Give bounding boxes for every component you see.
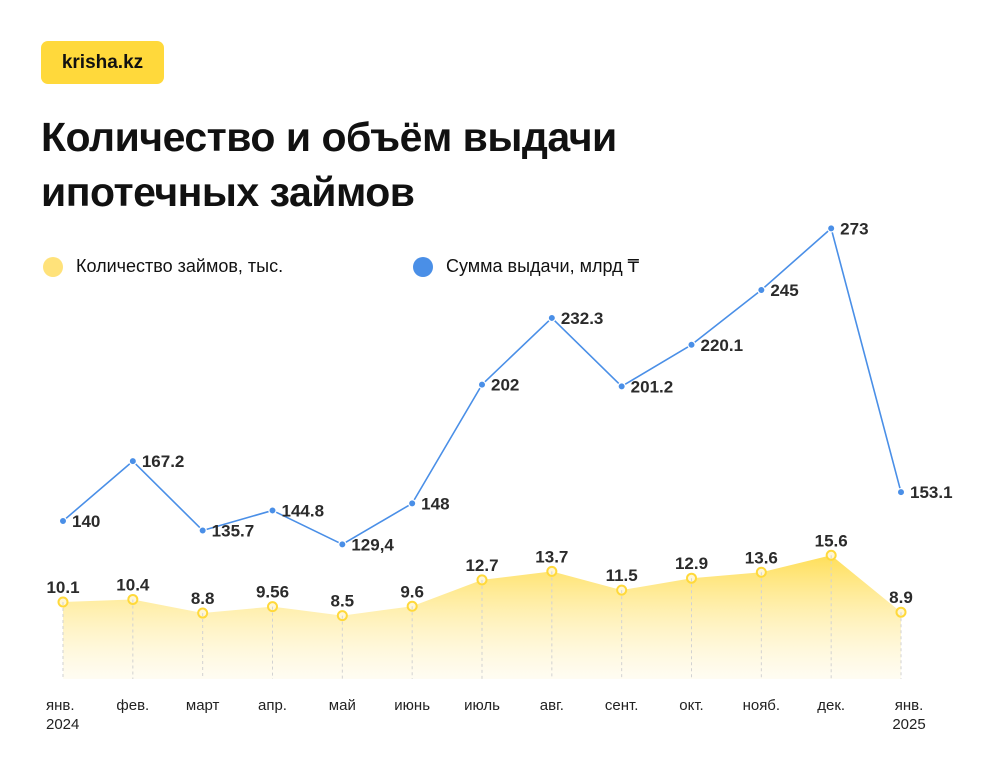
sum-value-label: 201.2 xyxy=(631,377,674,396)
sum-point xyxy=(617,382,626,391)
sum-point xyxy=(198,526,207,535)
count-value-label: 11.5 xyxy=(606,566,638,585)
brand-logo: krisha.kz xyxy=(41,41,164,84)
sum-point xyxy=(268,506,277,515)
x-tick-year-label: 2025 xyxy=(892,716,925,733)
x-tick-label: сент. xyxy=(605,697,639,714)
x-tick-label: дек. xyxy=(817,697,845,714)
brand-logo-text: krisha.kz xyxy=(61,51,144,73)
x-tick-label: май xyxy=(329,697,356,714)
sum-value-label: 167.2 xyxy=(142,452,185,471)
sum-point xyxy=(757,285,766,295)
legend-item-count: Количество займов, тыс. xyxy=(43,256,283,277)
count-value-label: 10.1 xyxy=(46,578,79,597)
count-value-label: 12.7 xyxy=(465,556,498,575)
sum-value-label: 144.8 xyxy=(282,501,325,520)
count-value-label: 15.6 xyxy=(815,531,848,550)
legend-swatch-yellow xyxy=(43,256,63,277)
sum-point xyxy=(407,499,417,508)
sum-value-label: 232.3 xyxy=(561,309,604,328)
x-tick-label: нояб. xyxy=(743,697,781,714)
sum-point xyxy=(687,340,696,349)
sum-point xyxy=(338,540,347,549)
sum-point xyxy=(896,487,906,497)
legend-label-sum: Сумма выдачи, млрд ₸ xyxy=(446,256,640,276)
drop-lines-layer xyxy=(62,555,902,679)
labels-layer: 140 167.2 135.7 144.8 129,4 148 202 232.3 201.2 2… xyxy=(46,219,952,610)
x-tick-label: янв. xyxy=(46,697,75,714)
count-value-label: 12.9 xyxy=(675,554,708,573)
count-value-label: 8.9 xyxy=(889,588,913,607)
legend-label-count: Количество займов, тыс. xyxy=(76,256,284,276)
count-value-label: 13.7 xyxy=(535,547,568,566)
sum-point xyxy=(128,456,138,466)
x-tick-label: авг. xyxy=(540,697,564,714)
count-value-label: 8.5 xyxy=(331,592,355,611)
legend-swatch-blue xyxy=(413,256,433,277)
x-tick-label: июль xyxy=(464,697,500,714)
sum-value-label: 220.1 xyxy=(701,336,744,355)
count-value-label: 9.6 xyxy=(400,582,424,601)
count-value-label: 8.8 xyxy=(191,589,215,608)
x-tick-label: окт. xyxy=(679,697,703,714)
sum-value-label: 153.1 xyxy=(910,483,953,502)
x-tick-label: апр. xyxy=(258,697,287,714)
sum-line-layer xyxy=(58,224,906,549)
sum-point xyxy=(477,380,487,389)
count-value-label: 13.6 xyxy=(745,548,778,567)
chart-title: Количество и объём выдачи ипотечных займ… xyxy=(41,114,617,215)
x-axis-ticks: янв. 2024 фев. март апр. май июнь июль авг. сент.… xyxy=(46,697,926,733)
sum-point xyxy=(826,224,836,233)
x-tick-label: март xyxy=(186,697,220,714)
x-tick-label: янв. xyxy=(895,697,924,714)
sum-value-label: 148 xyxy=(421,494,449,513)
x-tick-year-label: 2024 xyxy=(46,716,79,733)
count-value-label: 9.56 xyxy=(256,583,289,602)
x-tick-label: фев. xyxy=(116,697,149,714)
sum-point xyxy=(58,516,68,526)
sum-value-label: 245 xyxy=(770,281,798,300)
sum-value-label: 202 xyxy=(491,376,519,395)
x-tick-label: июнь xyxy=(394,697,430,714)
sum-value-label: 140 xyxy=(72,512,100,531)
sum-value-label: 129,4 xyxy=(351,535,394,554)
legend-item-sum: Сумма выдачи, млрд ₸ xyxy=(413,256,639,277)
sum-point xyxy=(547,313,557,323)
sum-value-label: 135.7 xyxy=(212,521,255,540)
sum-value-label: 273 xyxy=(840,219,868,238)
count-value-label: 10.4 xyxy=(116,575,150,594)
